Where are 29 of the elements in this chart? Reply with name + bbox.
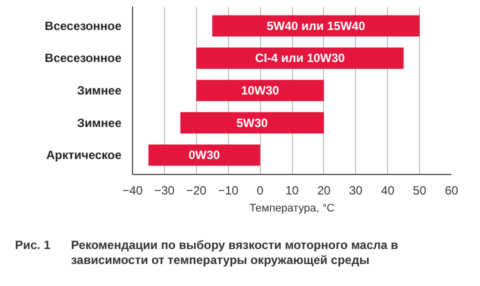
bar bbox=[148, 144, 260, 166]
x-tick-label: −30 bbox=[154, 184, 175, 198]
text: Рис. 1 bbox=[15, 238, 52, 254]
bar bbox=[180, 112, 324, 134]
x-tick-label: 20 bbox=[317, 184, 331, 198]
annotation: CI-4 или 10W30 bbox=[255, 51, 346, 66]
y-tick-label: Всесезонное bbox=[44, 51, 122, 66]
y-tick-label: Зимнее bbox=[77, 116, 122, 130]
bar bbox=[196, 48, 404, 69]
y-tick-label: Зимнее bbox=[77, 84, 122, 98]
bar bbox=[212, 15, 420, 37]
x-tick-label: 50 bbox=[412, 184, 427, 198]
annotation: 5W40 или 15W40 bbox=[266, 18, 366, 33]
x-tick-label: −20 bbox=[186, 184, 207, 198]
x-tick-label: −40 bbox=[122, 184, 144, 198]
bar bbox=[196, 80, 324, 102]
annotation: 10W30 bbox=[241, 84, 280, 98]
annotation: 5W30 bbox=[236, 116, 268, 130]
x-tick-label: 60 bbox=[444, 184, 458, 198]
y-tick-label: Всесезонное bbox=[44, 18, 122, 33]
x-tick-label: 10 bbox=[285, 184, 299, 198]
x-axis-title: Температура, °C bbox=[249, 202, 335, 214]
x-tick-label: 40 bbox=[381, 184, 395, 198]
x-tick-label: −10 bbox=[218, 184, 239, 198]
x-tick-label: 30 bbox=[349, 184, 363, 198]
annotation: 0W30 bbox=[188, 148, 220, 162]
text: Рекомендации по выбору вязкости моторного масла в зависимости от температуры окружающей среды bbox=[71, 238, 400, 268]
x-tick-label: 0 bbox=[256, 184, 264, 198]
y-tick-label: Арктическое bbox=[46, 148, 122, 162]
